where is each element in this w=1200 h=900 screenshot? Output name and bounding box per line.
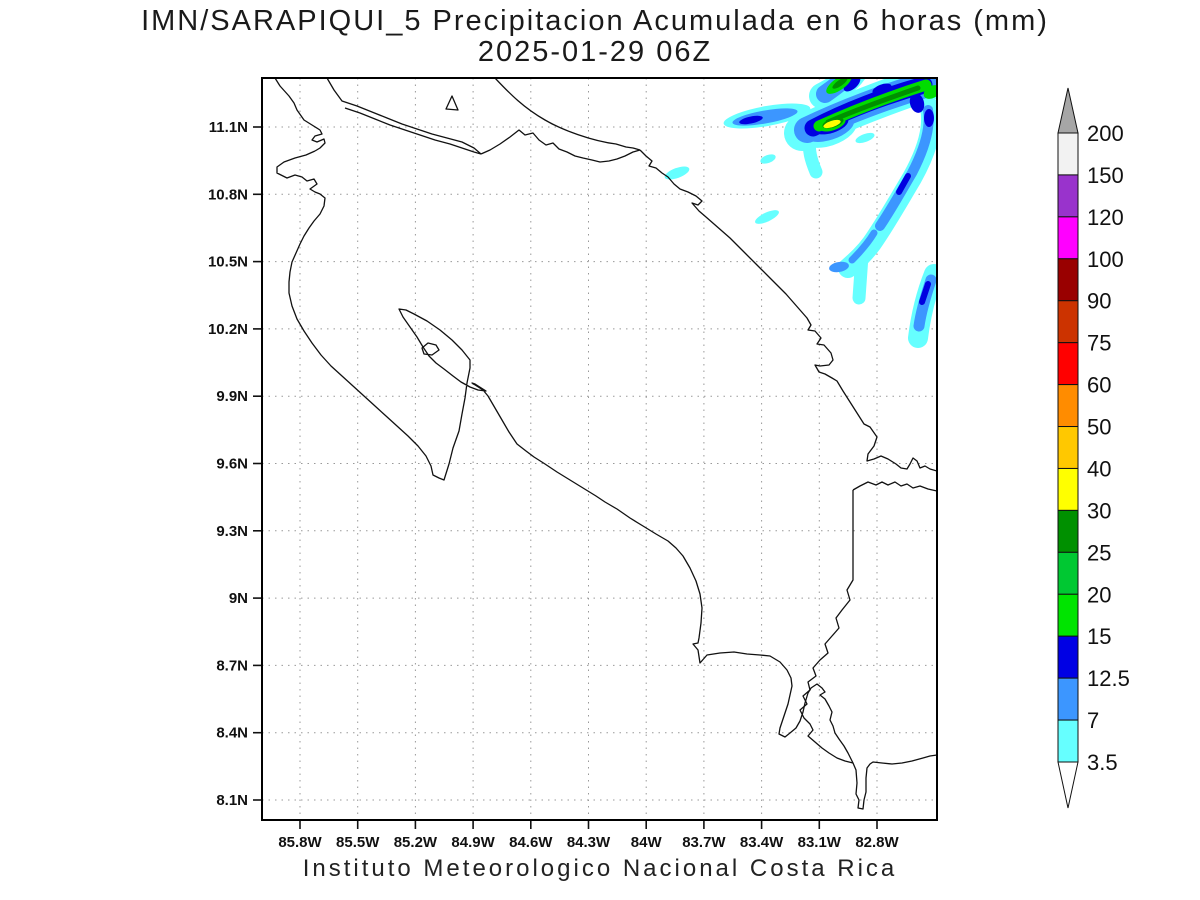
figure-canvas: IMN/SARAPIQUI_5 Precipitacion Acumulada … bbox=[0, 0, 1200, 900]
lat-tick-label: 10.8N bbox=[208, 186, 248, 203]
lake-nicaragua-north-shore bbox=[327, 78, 481, 154]
plot-title: IMN/SARAPIQUI_5 Precipitacion Acumulada … bbox=[141, 5, 1049, 37]
costa-rica-coastline bbox=[275, 78, 937, 809]
colorbar-segment bbox=[1058, 468, 1078, 510]
colorbar-segment bbox=[1058, 720, 1078, 762]
lon-tick-label: 84W bbox=[631, 834, 663, 851]
colorbar-level-label: 50 bbox=[1087, 415, 1111, 440]
colorbar-segment bbox=[1058, 510, 1078, 552]
colorbar-level-label: 3.5 bbox=[1087, 750, 1118, 775]
lat-tick-label: 8.1N bbox=[216, 792, 248, 809]
lat-tick-label: 9.6N bbox=[216, 456, 248, 473]
lon-tick-label: 83.7W bbox=[682, 834, 726, 851]
colorbar-level-label: 90 bbox=[1087, 289, 1111, 314]
colorbar-arrow-below bbox=[1058, 762, 1078, 808]
axis-ticks bbox=[253, 127, 877, 829]
colorbar-level-label: 100 bbox=[1087, 247, 1124, 272]
colorbar-level-label: 30 bbox=[1087, 498, 1111, 523]
lon-tick-label: 85.2W bbox=[394, 834, 438, 851]
lat-tick-label: 10.5N bbox=[208, 254, 248, 271]
colorbar-level-label: 7 bbox=[1087, 708, 1099, 733]
panama-border bbox=[800, 490, 853, 763]
caribbean-lagoon-arc bbox=[495, 78, 640, 150]
colorbar-segment bbox=[1058, 636, 1078, 678]
lat-tick-label: 9.9N bbox=[216, 388, 248, 405]
lon-tick-label: 83.1W bbox=[798, 834, 842, 851]
colorbar-segment bbox=[1058, 385, 1078, 427]
lon-tick-label: 83.4W bbox=[740, 834, 784, 851]
colorbar-segment bbox=[1058, 175, 1078, 217]
colorbar-segment bbox=[1058, 552, 1078, 594]
lat-tick-label: 10.2N bbox=[208, 321, 248, 338]
lat-tick-label: 9N bbox=[229, 590, 248, 607]
colorbar-level-label: 200 bbox=[1087, 121, 1124, 146]
colorbar-segment bbox=[1058, 678, 1078, 720]
lon-tick-label: 85.8W bbox=[278, 834, 322, 851]
nicaragua-pacific-coast bbox=[275, 78, 325, 151]
colorbar-level-label: 15 bbox=[1087, 624, 1111, 649]
colorbar-segment bbox=[1058, 217, 1078, 259]
colorbar-level-label: 20 bbox=[1087, 582, 1111, 607]
colorbar-segment bbox=[1058, 133, 1078, 175]
lat-tick-label: 11.1N bbox=[209, 119, 248, 136]
precipitation-field bbox=[663, 70, 943, 338]
institution-caption: Instituto Meteorologico Nacional Costa R… bbox=[303, 855, 898, 882]
axis-labels: 11.1N 10.8N 10.5N 10.2N 9.9N 9.6N 9.3N 9N 8.7N 8.… bbox=[208, 119, 900, 851]
lat-tick-label: 9.3N bbox=[216, 523, 248, 540]
lake-island bbox=[446, 96, 458, 110]
colorbar-level-label: 25 bbox=[1087, 540, 1111, 565]
lon-tick-label: 85.5W bbox=[336, 834, 380, 851]
map-frame bbox=[262, 78, 937, 820]
colorbar-level-label: 120 bbox=[1087, 205, 1124, 230]
lon-tick-label: 82.8W bbox=[855, 834, 899, 851]
san-juan-river-line bbox=[481, 130, 640, 162]
colorbar-segment bbox=[1058, 259, 1078, 301]
colorbar-level-label: 12.5 bbox=[1087, 666, 1130, 691]
colorbar-arrow-above bbox=[1058, 88, 1078, 133]
lat-tick-label: 8.7N bbox=[216, 657, 248, 674]
colorbar-segment bbox=[1058, 301, 1078, 343]
plot-subtitle-date: 2025-01-29 06Z bbox=[478, 36, 712, 68]
colorbar-level-label: 40 bbox=[1087, 456, 1111, 481]
colorbar-level-label: 150 bbox=[1087, 163, 1124, 188]
lon-tick-label: 84.3W bbox=[567, 834, 611, 851]
lake-nicaragua-south-shore bbox=[345, 108, 481, 154]
lat-tick-label: 8.4N bbox=[216, 725, 248, 742]
lon-tick-label: 84.6W bbox=[509, 834, 553, 851]
colorbar-segment bbox=[1058, 343, 1078, 385]
lon-tick-label: 84.9W bbox=[451, 834, 495, 851]
almirante-bay-shore bbox=[853, 482, 937, 491]
colorbar-segment bbox=[1058, 594, 1078, 636]
figure-page: IMN/SARAPIQUI_5 Precipitacion Acumulada … bbox=[0, 0, 1200, 900]
colorbar: 200 150 120 100 90 75 60 50 40 30 25 20 15 12.5 7 3.5 bbox=[1058, 88, 1130, 808]
colorbar-level-label: 75 bbox=[1087, 331, 1111, 356]
colorbar-segment bbox=[1058, 427, 1078, 469]
colorbar-level-label: 60 bbox=[1087, 373, 1111, 398]
pacific-coast bbox=[277, 151, 937, 809]
map-gridlines bbox=[262, 78, 937, 820]
